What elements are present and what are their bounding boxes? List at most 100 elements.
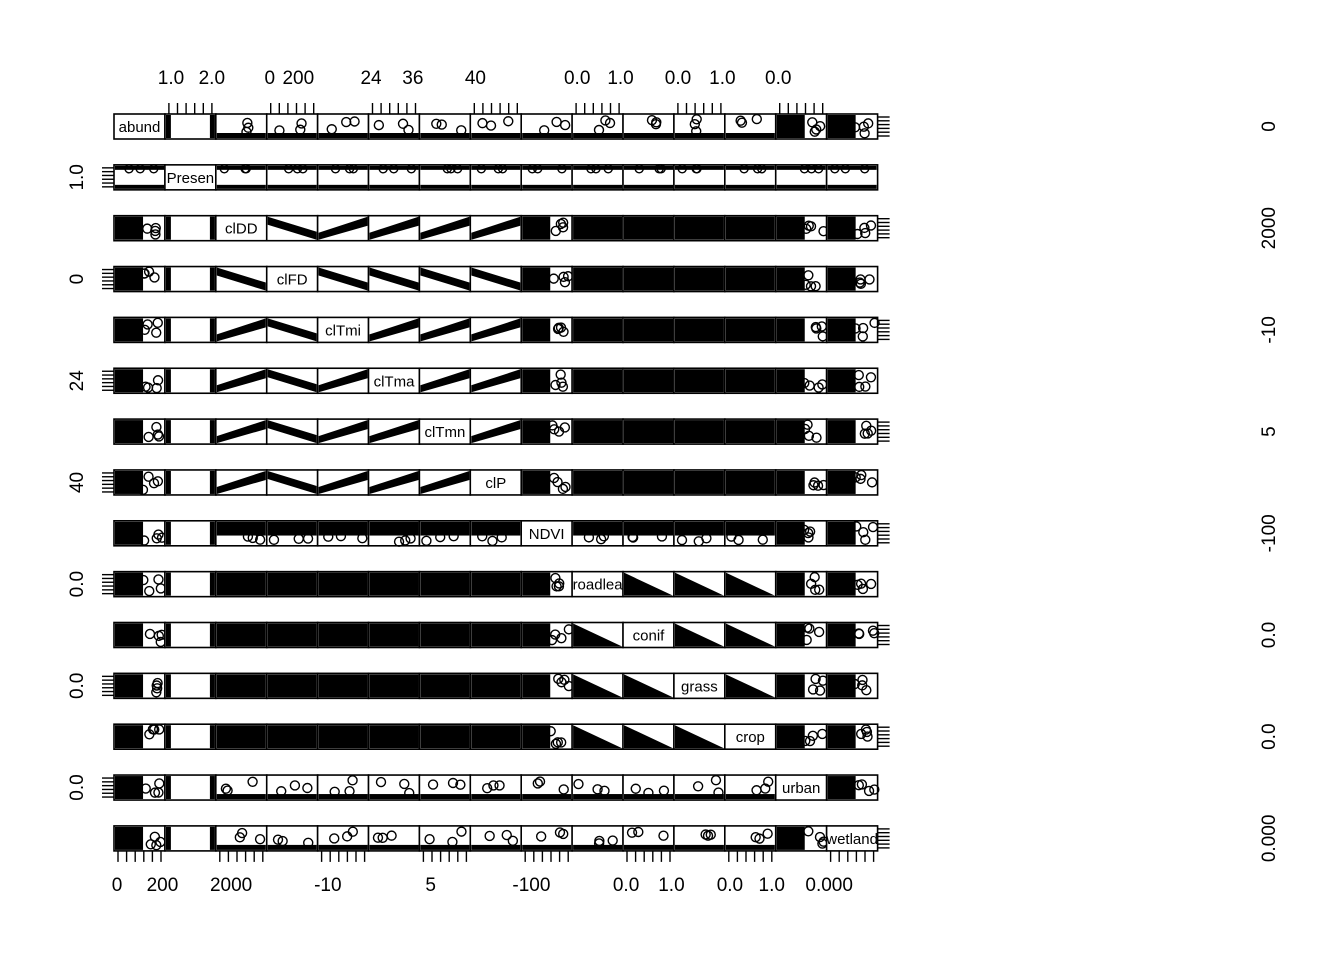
point-cloud (267, 623, 317, 647)
panel-roadlea-vs-crop (723, 570, 777, 598)
panel-NDVI-vs-conif (622, 519, 675, 547)
panel-roadlea-vs-clP (469, 570, 523, 598)
panel-abund-vs-NDVI (520, 113, 574, 140)
panel-clDD-vs-wetland (825, 214, 879, 242)
point (799, 377, 810, 389)
point-cloud (216, 623, 266, 647)
point-cloud (827, 420, 856, 444)
panel-clTma-vs-NDVI (520, 367, 574, 395)
point (344, 164, 355, 174)
point-cloud (522, 572, 551, 596)
point-cloud (776, 725, 805, 749)
panel-clTma-vs-grass (673, 367, 726, 395)
point (862, 428, 873, 439)
point (375, 776, 387, 788)
point (153, 630, 165, 642)
panel-clDD-vs-clDD: clDD (215, 214, 268, 242)
panel-abund-vs-clTmn (418, 113, 472, 140)
panel-abund-vs-urban (774, 113, 828, 140)
panel-Presen-vs-wetland (825, 164, 879, 191)
point (857, 322, 869, 334)
point (219, 164, 229, 174)
panel-frame (825, 825, 879, 852)
panel-clTmi-vs-Presen (164, 316, 217, 344)
point (138, 574, 149, 586)
point-cloud (725, 133, 775, 138)
point (447, 836, 458, 848)
point (447, 777, 459, 789)
point-band (115, 165, 164, 170)
point (442, 164, 453, 174)
point (595, 534, 607, 545)
point-cloud (369, 420, 419, 444)
tick-label-right: 0.000 (1259, 815, 1280, 863)
point-cloud (115, 216, 144, 240)
point (404, 787, 415, 799)
point (302, 533, 314, 544)
point (593, 124, 605, 136)
point (862, 731, 873, 742)
point-cloud (725, 794, 775, 800)
point-cloud (827, 318, 856, 342)
point (558, 271, 569, 283)
point (551, 116, 562, 128)
panel-grass-vs-NDVI (520, 672, 575, 700)
point-cloud (216, 318, 266, 342)
panel-clP-vs-conif (622, 469, 675, 496)
point-cloud (318, 470, 368, 494)
variable-label: abund (119, 119, 161, 136)
tick-label-left: 40 (67, 472, 88, 493)
point (676, 534, 688, 546)
variable-label: clTmi (325, 322, 361, 339)
panel-clP-vs-grass (673, 469, 726, 496)
panel-clTma-vs-clDD (215, 367, 268, 395)
point-cloud (267, 369, 317, 393)
point-cloud (522, 794, 572, 800)
point-cloud (725, 318, 775, 342)
panel-clDD-vs-clTmi (316, 214, 370, 242)
tick-label-right: 0.0 (1259, 622, 1280, 648)
point (330, 164, 341, 174)
tick-label-top: 0.0 (665, 68, 691, 89)
point-cloud (573, 521, 623, 536)
point (560, 481, 571, 493)
point-cloud (624, 318, 673, 342)
point (143, 266, 155, 277)
point-cloud (471, 318, 521, 342)
panel-abund-vs-clFD (265, 113, 319, 140)
point (403, 124, 414, 136)
point-cloud (318, 521, 368, 536)
point-band (318, 165, 368, 170)
tick-label-bottom: 0.0 (613, 875, 639, 896)
panel-frame (113, 113, 166, 140)
point (550, 225, 561, 237)
point-cloud (725, 844, 775, 850)
panel-clTmi-vs-clTma (367, 316, 421, 344)
point-cloud (573, 133, 623, 138)
point (241, 164, 251, 174)
panel-frame (164, 113, 217, 140)
point (149, 787, 161, 798)
point-cloud (318, 420, 368, 444)
tick-label-left: 0.0 (67, 571, 88, 597)
panel-Presen-vs-Presen: Presen (164, 164, 217, 191)
point-cloud (318, 623, 368, 647)
point-band (165, 420, 171, 444)
point-cloud (674, 133, 724, 138)
panel-clP-vs-Presen (164, 469, 217, 496)
tick-label-top: 1.0 (158, 68, 184, 89)
point (481, 783, 493, 794)
point (583, 532, 595, 543)
panel-clP-vs-clTmn (418, 469, 472, 496)
point-band (209, 216, 215, 240)
point-cloud (725, 521, 775, 536)
point (806, 164, 817, 174)
point (558, 828, 569, 840)
point (591, 164, 601, 174)
panel-Presen-vs-abund (113, 164, 166, 191)
point (691, 126, 702, 137)
panel-wetland-vs-conif (622, 825, 675, 852)
point-cloud (267, 674, 317, 698)
point (810, 673, 821, 685)
point (254, 534, 266, 545)
